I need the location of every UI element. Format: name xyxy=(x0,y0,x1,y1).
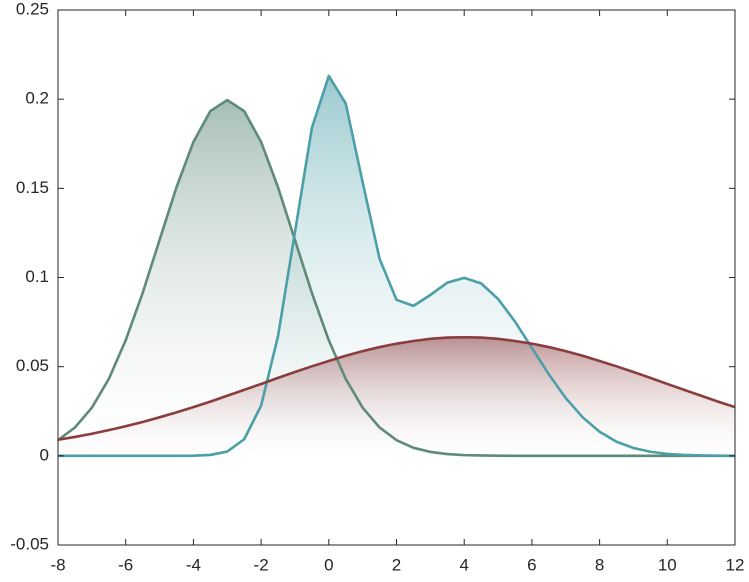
line xyxy=(58,74,736,458)
x-tick-label: 0 xyxy=(324,555,333,574)
x-tick-label: -4 xyxy=(186,555,201,574)
y-tick-label: 0.1 xyxy=(25,267,49,286)
area-fill xyxy=(58,100,735,456)
x-tick-label: 8 xyxy=(595,555,604,574)
y-tick-label: 0 xyxy=(40,445,49,464)
area-fill xyxy=(58,337,735,456)
x-tick-label: 4 xyxy=(459,555,468,574)
x-tick-label: -2 xyxy=(254,555,269,574)
y-tick-label: -0.05 xyxy=(10,534,49,553)
x-tick-label: -6 xyxy=(118,555,133,574)
line xyxy=(57,98,735,458)
x-tick-label: 12 xyxy=(726,555,745,574)
y-tick-label: 0.05 xyxy=(16,356,49,375)
x-tick-label: -8 xyxy=(50,555,65,574)
y-tick-label: 0.15 xyxy=(16,178,49,197)
x-tick-label: 10 xyxy=(658,555,677,574)
x-tick-label: 2 xyxy=(392,555,401,574)
line xyxy=(57,335,736,442)
x-tick-label: 6 xyxy=(527,555,536,574)
y-tick-label: 0.25 xyxy=(16,0,49,18)
y-tick-label: 0.2 xyxy=(25,89,49,108)
